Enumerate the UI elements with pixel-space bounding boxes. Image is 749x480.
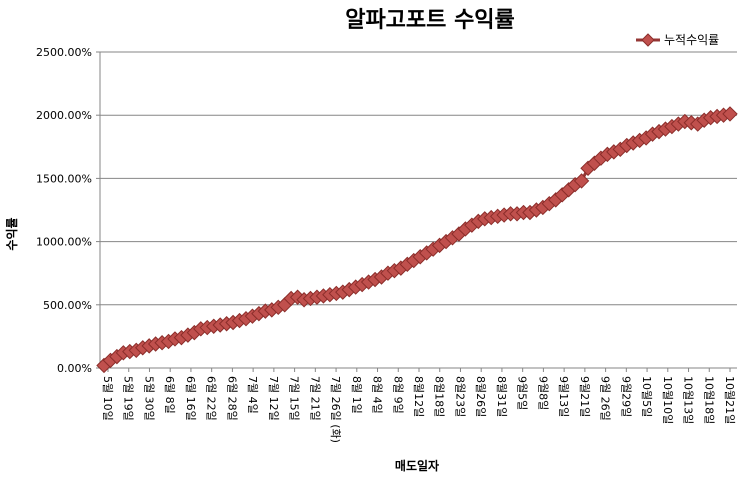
x-tick-group: 8월26일 (474, 376, 488, 417)
x-tick-label: 9월21일 (578, 376, 592, 417)
x-tick-group: 9월13일 (557, 376, 571, 417)
x-tick-group: 9월 26일 (599, 376, 613, 421)
x-tick-label: 10월18일 (702, 376, 716, 424)
x-tick-group: 9월8일 (536, 376, 550, 410)
y-tick-label: 1000.00% (36, 236, 92, 249)
gridlines (100, 51, 737, 306)
x-tick-label: 6월 16일 (184, 376, 198, 421)
x-tick-group: 9월5일 (516, 376, 530, 410)
y-tick-label: 2000.00% (36, 109, 92, 122)
x-tick-group: 6월 28일 (225, 376, 239, 421)
x-tick-group: 10월21일 (723, 376, 737, 424)
x-tick-group: 7월 4일 (246, 376, 260, 414)
x-tick-group: 8월31일 (495, 376, 509, 417)
x-tick-group: 5월 30일 (142, 376, 156, 421)
y-tick-label: 0.00% (57, 362, 92, 375)
x-tick-group: 8월 9일 (391, 376, 405, 414)
x-tick-label: 7월 12일 (267, 376, 281, 421)
data-point (573, 173, 590, 189)
x-tick-group: 7월 26일 (화) (329, 376, 343, 443)
x-tick-label: 7월 21일 (308, 376, 322, 421)
x-tick-group: 5월 19일 (122, 376, 136, 421)
x-tick-group: 8월 1일 (350, 376, 364, 414)
x-tick-label: 9월29일 (619, 376, 633, 417)
x-tick-group: 7월 12일 (267, 376, 281, 421)
x-tick-group: 6월 8일 (163, 376, 177, 414)
x-tick-group: 8월18일 (433, 376, 447, 417)
x-tick-label: 5월 19일 (122, 376, 136, 421)
x-tick-label: 8월23일 (453, 376, 467, 417)
x-tick-label: 8월18일 (433, 376, 447, 417)
x-tick-group: 8월23일 (453, 376, 467, 417)
x-tick-group: 10월13일 (682, 376, 696, 424)
y-tick-label: 2500.00% (36, 46, 92, 59)
x-tick-label: 8월12일 (412, 376, 426, 417)
x-tick-label: 9월5일 (516, 376, 530, 410)
x-tick-group: 7월 15일 (288, 376, 302, 421)
x-tick-label: 9월13일 (557, 376, 571, 417)
x-tick-label: 8월31일 (495, 376, 509, 417)
x-tick-label: 8월 9일 (391, 376, 405, 414)
x-tick-label: 6월 28일 (225, 376, 239, 421)
legend: 누적수익률 (636, 33, 719, 47)
x-tick-label: 10월5일 (640, 376, 654, 417)
y-tick-label: 1500.00% (36, 172, 92, 185)
legend-marker (641, 33, 655, 47)
x-tick-label: 8월 4일 (371, 376, 385, 414)
x-axis-title: 매도일자 (395, 458, 439, 473)
y-tick-label: 500.00% (43, 299, 92, 312)
y-axis-ticks: 0.00% 500.00% 1000.00% 1500.00% 2000.00% 2500… (36, 46, 100, 375)
x-tick-label: 5월 30일 (142, 376, 156, 421)
x-tick-label: 7월 26일 (화) (329, 376, 343, 443)
x-tick-label: 10월13일 (682, 376, 696, 424)
x-tick-group: 8월 4일 (371, 376, 385, 414)
x-tick-label: 8월26일 (474, 376, 488, 417)
legend-label: 누적수익률 (664, 33, 719, 47)
x-tick-label: 6월 8일 (163, 376, 177, 414)
x-tick-group: 9월29일 (619, 376, 633, 417)
axes (99, 52, 737, 369)
x-tick-group: 9월21일 (578, 376, 592, 417)
x-tick-label: 9월 26일 (599, 376, 613, 421)
x-tick-group: 5월 10일 (101, 376, 115, 421)
data-point (722, 106, 738, 122)
x-tick-group: 6월 16일 (184, 376, 198, 421)
x-tick-label: 7월 4일 (246, 376, 260, 414)
x-tick-label: 7월 15일 (288, 376, 302, 421)
chart-title: 알파고포트 수익률 (345, 8, 515, 33)
x-tick-label: 10월21일 (723, 376, 737, 424)
x-tick-group: 8월12일 (412, 376, 426, 417)
x-tick-group: 7월 21일 (308, 376, 322, 421)
x-tick-label: 5월 10일 (101, 376, 115, 421)
x-tick-group: 10월5일 (640, 376, 654, 417)
x-tick-group: 6월 22일 (205, 376, 219, 421)
series-group (96, 106, 738, 374)
x-tick-label: 9월8일 (536, 376, 550, 410)
x-tick-label: 6월 22일 (205, 376, 219, 421)
x-axis-ticks: 5월 10일 5월 19일 5월 30일 6월 8일 6월 16일 6월 22일 6월 28… (101, 368, 737, 443)
x-tick-label: 8월 1일 (350, 376, 364, 414)
y-axis-title: 수익률 (5, 217, 19, 250)
x-tick-label: 10월10일 (661, 376, 675, 424)
x-tick-group: 10월18일 (702, 376, 716, 424)
x-tick-group: 10월10일 (661, 376, 675, 424)
